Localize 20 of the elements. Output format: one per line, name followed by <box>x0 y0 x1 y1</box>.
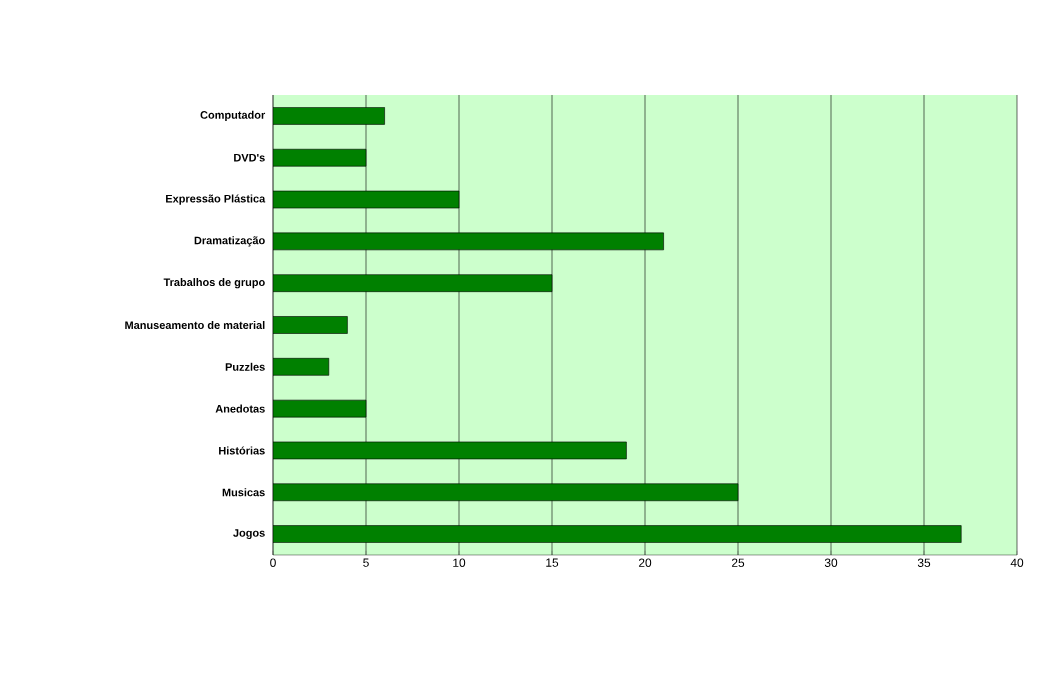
x-tick-label: 5 <box>363 558 369 567</box>
x-tick-label: 0 <box>270 558 276 567</box>
y-tick-label: Manuseamento de material <box>125 320 265 330</box>
x-tick-label: 35 <box>917 558 931 567</box>
x-tick-label: 20 <box>638 558 652 567</box>
x-tick-label: 10 <box>453 558 466 567</box>
y-tick-label: Musicas <box>222 488 265 497</box>
x-tick-label: 15 <box>546 558 559 567</box>
x-tick-label: 30 <box>824 558 838 567</box>
x-tick-label: 40 <box>1010 558 1024 567</box>
x-tick-label: 25 <box>731 558 745 567</box>
y-tick-label: Dramatização <box>194 236 265 247</box>
y-tick-label: DVD's <box>234 153 265 162</box>
y-tick-label: Jogos <box>233 529 265 540</box>
y-tick-label: Puzzles <box>225 362 265 371</box>
y-tick-label: Histórias <box>219 446 265 455</box>
y-tick-label: Anedotas <box>215 404 265 413</box>
y-tick-label: Computador <box>200 110 266 121</box>
y-tick-label: Expressão Plástica <box>166 194 266 205</box>
y-tick-label: Trabalhos de grupo <box>163 278 265 289</box>
